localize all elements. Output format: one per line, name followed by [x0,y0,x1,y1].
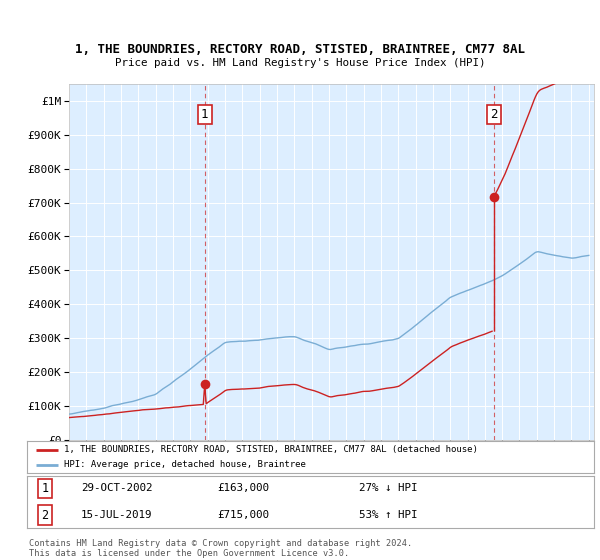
Text: 2: 2 [490,108,498,121]
Text: 29-OCT-2002: 29-OCT-2002 [81,483,152,493]
Text: Contains HM Land Registry data © Crown copyright and database right 2024.
This d: Contains HM Land Registry data © Crown c… [29,539,412,558]
Text: £163,000: £163,000 [217,483,269,493]
Text: 1: 1 [41,482,49,495]
Text: Price paid vs. HM Land Registry's House Price Index (HPI): Price paid vs. HM Land Registry's House … [115,58,485,68]
Text: HPI: Average price, detached house, Braintree: HPI: Average price, detached house, Brai… [64,460,306,469]
Text: 53% ↑ HPI: 53% ↑ HPI [359,510,417,520]
Text: 15-JUL-2019: 15-JUL-2019 [81,510,152,520]
Text: 1: 1 [201,108,208,121]
Text: 1, THE BOUNDRIES, RECTORY ROAD, STISTED, BRAINTREE, CM77 8AL: 1, THE BOUNDRIES, RECTORY ROAD, STISTED,… [75,43,525,56]
Text: £715,000: £715,000 [217,510,269,520]
Text: 1, THE BOUNDRIES, RECTORY ROAD, STISTED, BRAINTREE, CM77 8AL (detached house): 1, THE BOUNDRIES, RECTORY ROAD, STISTED,… [64,445,478,454]
Text: 27% ↓ HPI: 27% ↓ HPI [359,483,417,493]
Text: 2: 2 [41,508,49,522]
